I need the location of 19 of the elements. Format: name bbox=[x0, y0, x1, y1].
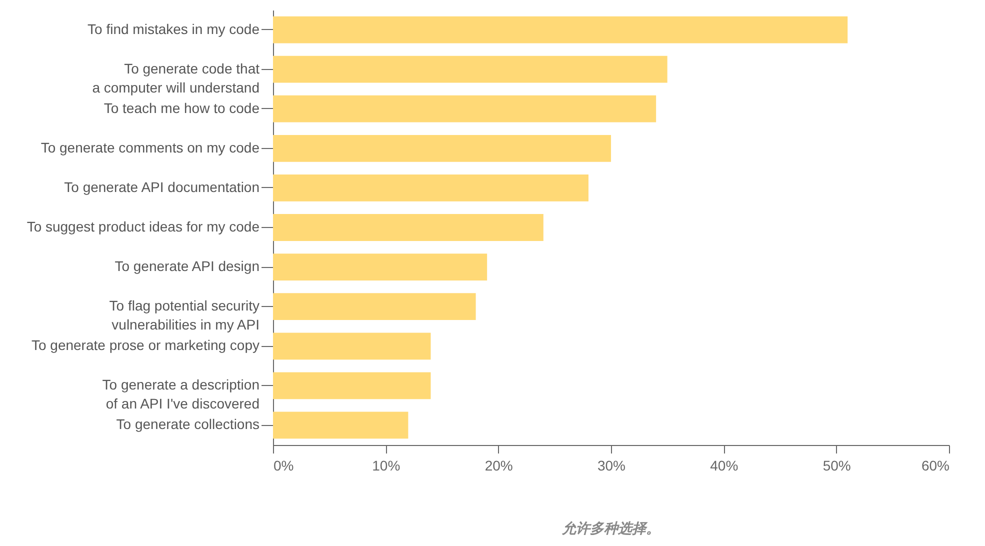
y-tick-label: To generate API documentation bbox=[64, 178, 260, 195]
y-tick-label: To generate a description of an API I've discovered bbox=[102, 376, 260, 412]
x-tick-label: 20% bbox=[484, 458, 513, 474]
x-tick-label: 40% bbox=[710, 458, 738, 474]
y-tick-label: To generate code that a computer will understand bbox=[92, 60, 260, 96]
y-tick-label: To find mistakes in my code bbox=[88, 20, 260, 37]
y-tick-label: To generate collections bbox=[116, 416, 260, 432]
x-tick-label: 30% bbox=[597, 458, 626, 474]
x-tick-label: 60% bbox=[921, 458, 950, 474]
y-tick-label: To generate API design bbox=[114, 258, 260, 274]
x-tick-label: 10% bbox=[372, 458, 400, 474]
x-tick-label: 50% bbox=[822, 458, 851, 474]
y-tick-label: To generate prose or marketing copy bbox=[31, 337, 260, 354]
y-tick-label: To flag potential security vulnerabilities in my API bbox=[109, 298, 260, 333]
x-tick-label: 0% bbox=[274, 458, 294, 474]
y-tick-label: To teach me how to code bbox=[104, 100, 260, 116]
text: 允许多种选择。 bbox=[561, 520, 661, 538]
y-tick-label: To suggest product ideas for my code bbox=[26, 218, 260, 234]
y-tick-label: To generate comments on my code bbox=[40, 139, 260, 156]
